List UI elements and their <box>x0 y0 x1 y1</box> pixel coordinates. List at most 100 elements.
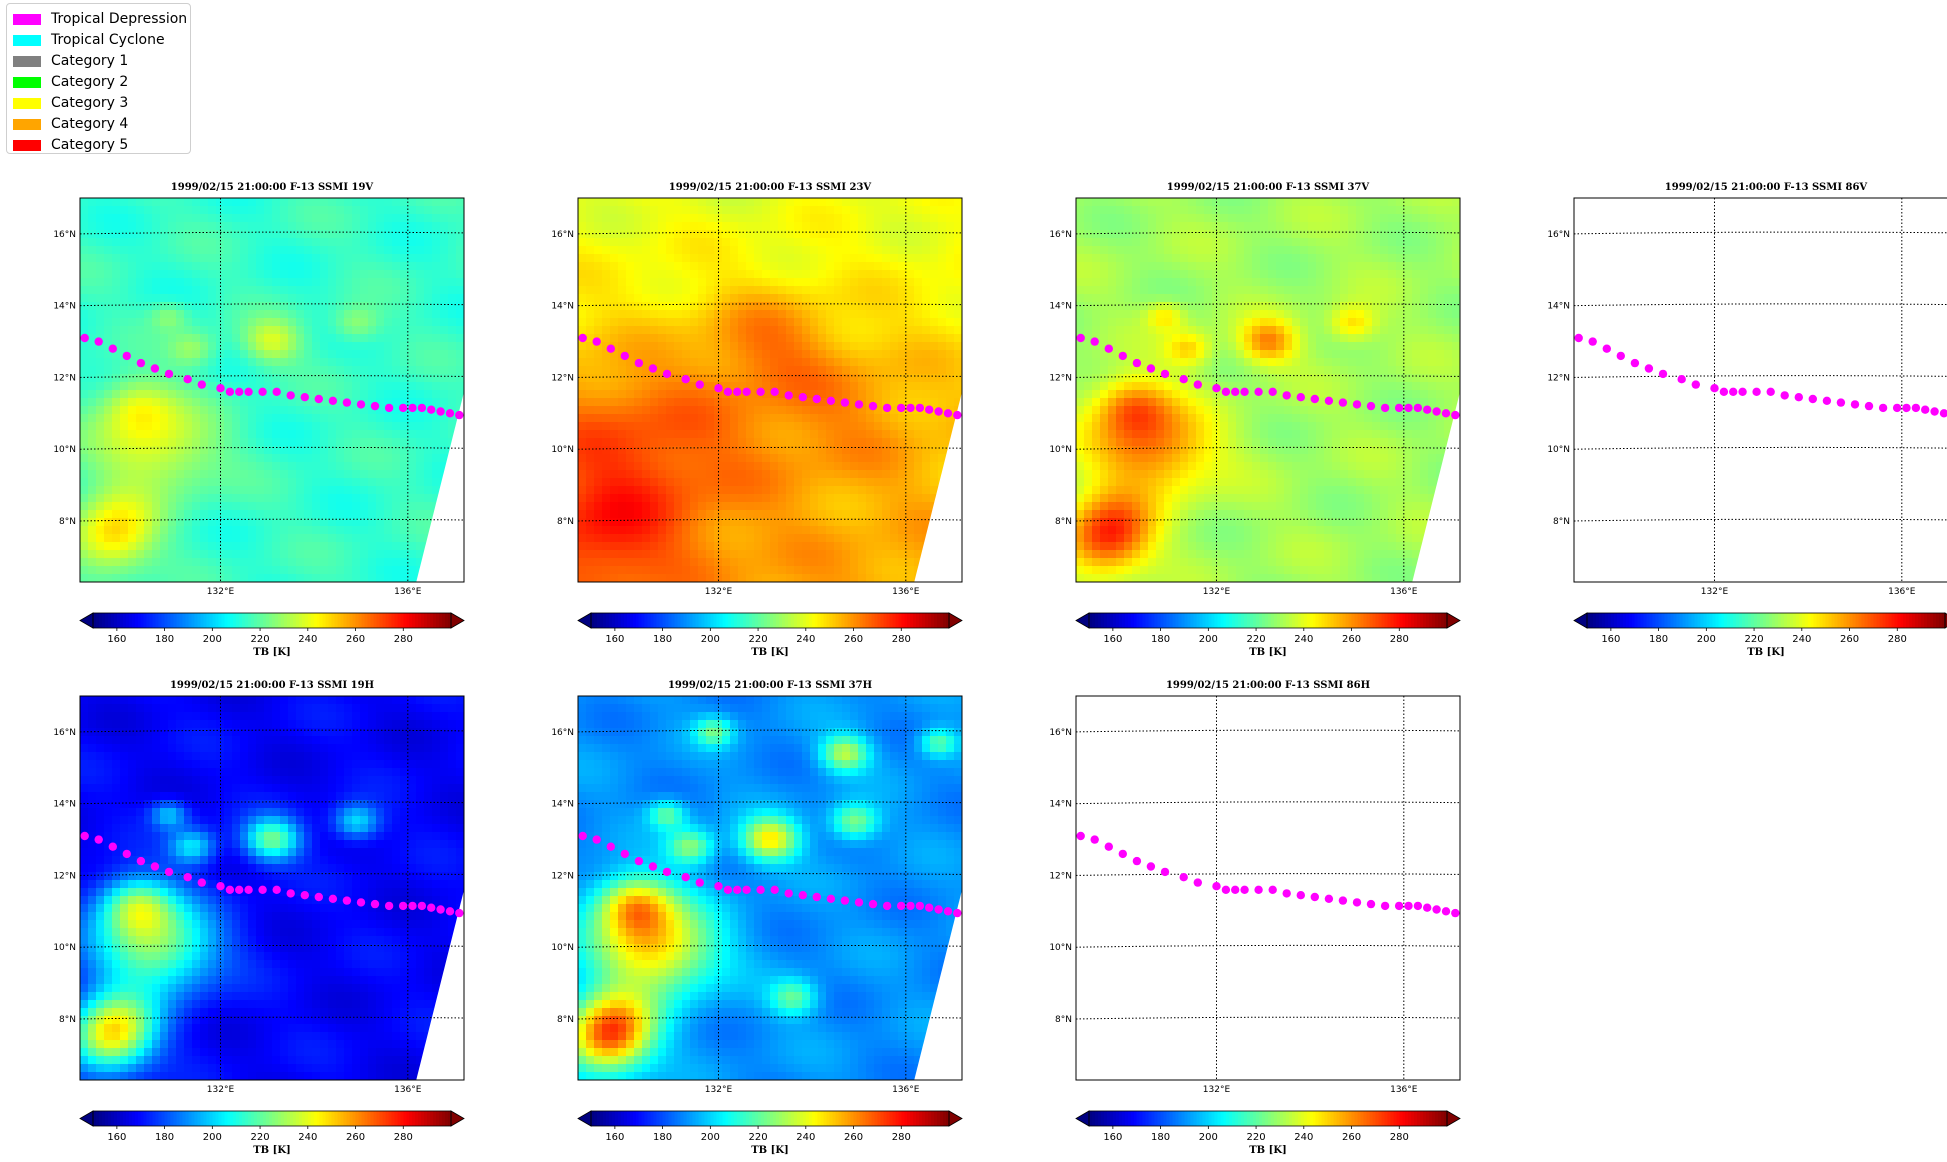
track-point <box>896 403 906 413</box>
track-point <box>1451 908 1460 918</box>
track-point <box>634 856 644 866</box>
track-point <box>1630 358 1640 368</box>
track-point <box>826 396 836 405</box>
colorbar-tick-label: 280 <box>1888 634 1907 645</box>
lon-tick-label: 136°E <box>892 1085 920 1095</box>
track-point <box>854 400 864 409</box>
track-point <box>695 878 704 887</box>
track-point <box>1366 899 1376 909</box>
track-point <box>662 369 672 379</box>
storm-track <box>1574 333 1947 418</box>
track-point <box>1193 380 1203 389</box>
track-point <box>925 903 934 912</box>
colorbar-tick-label: 220 <box>749 1132 768 1143</box>
lat-gridline <box>1076 729 1460 733</box>
track-point <box>1296 393 1306 402</box>
colorbar-label: TB [K] <box>751 1145 789 1156</box>
lat-tick-label: 12°N <box>1547 373 1570 383</box>
track-point <box>1352 400 1362 409</box>
track-point <box>1822 396 1832 405</box>
map-area <box>578 696 980 1080</box>
lon-tick-label: 136°E <box>892 587 920 597</box>
track-point <box>1878 403 1888 413</box>
track-point <box>1324 396 1334 405</box>
lat-gridline <box>80 375 464 378</box>
lat-gridline <box>578 729 962 733</box>
colorbar-extend-low <box>1075 1110 1090 1127</box>
map-area <box>80 696 464 1080</box>
colorbar: 160 180 200 220 240 260 280 TB [K] <box>1573 612 1947 658</box>
track-point <box>356 400 366 409</box>
tb-field <box>80 696 464 1080</box>
lon-tick-label: 136°E <box>1888 587 1916 597</box>
track-point <box>1574 333 1583 343</box>
colorbar-frame <box>590 1110 950 1127</box>
colorbar-tick-label: 260 <box>1342 1132 1361 1143</box>
track-point <box>1902 403 1911 413</box>
lon-tick-label: 132°E <box>1701 587 1729 597</box>
track-point <box>1268 387 1277 396</box>
tb-field <box>578 696 962 1080</box>
lat-tick-label: 12°N <box>551 373 574 383</box>
track-point <box>854 898 864 907</box>
lat-tick-label: 16°N <box>1547 230 1570 240</box>
lat-tick-label: 12°N <box>53 373 76 383</box>
track-point <box>1254 387 1263 396</box>
legend-item: Category 5 <box>13 136 128 154</box>
track-point <box>183 873 192 882</box>
track-point <box>286 391 295 400</box>
panel-title: 1999/02/15 21:00:00 F-13 SSMI 19V <box>171 182 374 193</box>
storm-track <box>1076 333 1478 420</box>
track-point <box>1104 842 1114 851</box>
track-point <box>1691 380 1701 389</box>
track-point <box>963 909 971 917</box>
colorbar-frame <box>1088 1110 1448 1127</box>
colorbar: 160 180 200 220 240 260 280 TB [K] <box>79 1110 465 1156</box>
legend-label: Tropical Cyclone <box>51 32 165 48</box>
lat-gridline <box>1574 231 1947 235</box>
track-point <box>1221 885 1231 894</box>
track-point <box>1441 409 1451 418</box>
map-area <box>578 198 980 582</box>
colorbar-tick-label: 180 <box>1151 1132 1170 1143</box>
track-point <box>972 907 980 915</box>
panel-title: 1999/02/15 21:00:00 F-13 SSMI 37H <box>668 680 872 691</box>
lon-tick-label: 132°E <box>1203 1085 1231 1095</box>
lat-gridline <box>578 801 962 805</box>
track-point <box>1118 351 1128 361</box>
track-point <box>681 375 690 384</box>
track-point <box>1470 409 1478 417</box>
lat-gridline <box>80 873 464 876</box>
track-point <box>1282 889 1291 898</box>
colorbar-label: TB [K] <box>1747 647 1785 658</box>
track-point <box>258 387 267 396</box>
track-point <box>1366 401 1376 411</box>
colorbar-tick-label: 180 <box>1649 634 1668 645</box>
track-point <box>915 403 925 413</box>
colorbar-tick-label: 240 <box>298 1132 317 1143</box>
track-point <box>1470 907 1478 915</box>
lat-gridline <box>578 1016 962 1020</box>
track-point <box>963 411 971 419</box>
colorbar-tick-label: 260 <box>1840 634 1859 645</box>
map-frame <box>79 197 465 583</box>
track-point <box>1338 398 1348 407</box>
track-point <box>681 873 690 882</box>
lat-tick-label: 12°N <box>1049 373 1072 383</box>
track-point <box>1394 403 1404 413</box>
track-point <box>272 885 281 894</box>
track-point <box>436 407 445 416</box>
track-point <box>474 409 482 417</box>
colorbar-tick-label: 260 <box>844 634 863 645</box>
colorbar-tick-label: 200 <box>1697 634 1716 645</box>
lat-tick-label: 8°N <box>557 1015 574 1025</box>
track-point <box>417 403 427 413</box>
track-point <box>620 849 629 859</box>
colorbar-tick-label: 260 <box>346 1132 365 1143</box>
lat-tick-label: 8°N <box>557 517 574 527</box>
lat-tick-label: 14°N <box>53 302 76 312</box>
legend-item: Category 3 <box>13 94 128 112</box>
track-point <box>972 409 980 417</box>
storm-track <box>80 333 482 420</box>
track-point <box>225 885 235 894</box>
